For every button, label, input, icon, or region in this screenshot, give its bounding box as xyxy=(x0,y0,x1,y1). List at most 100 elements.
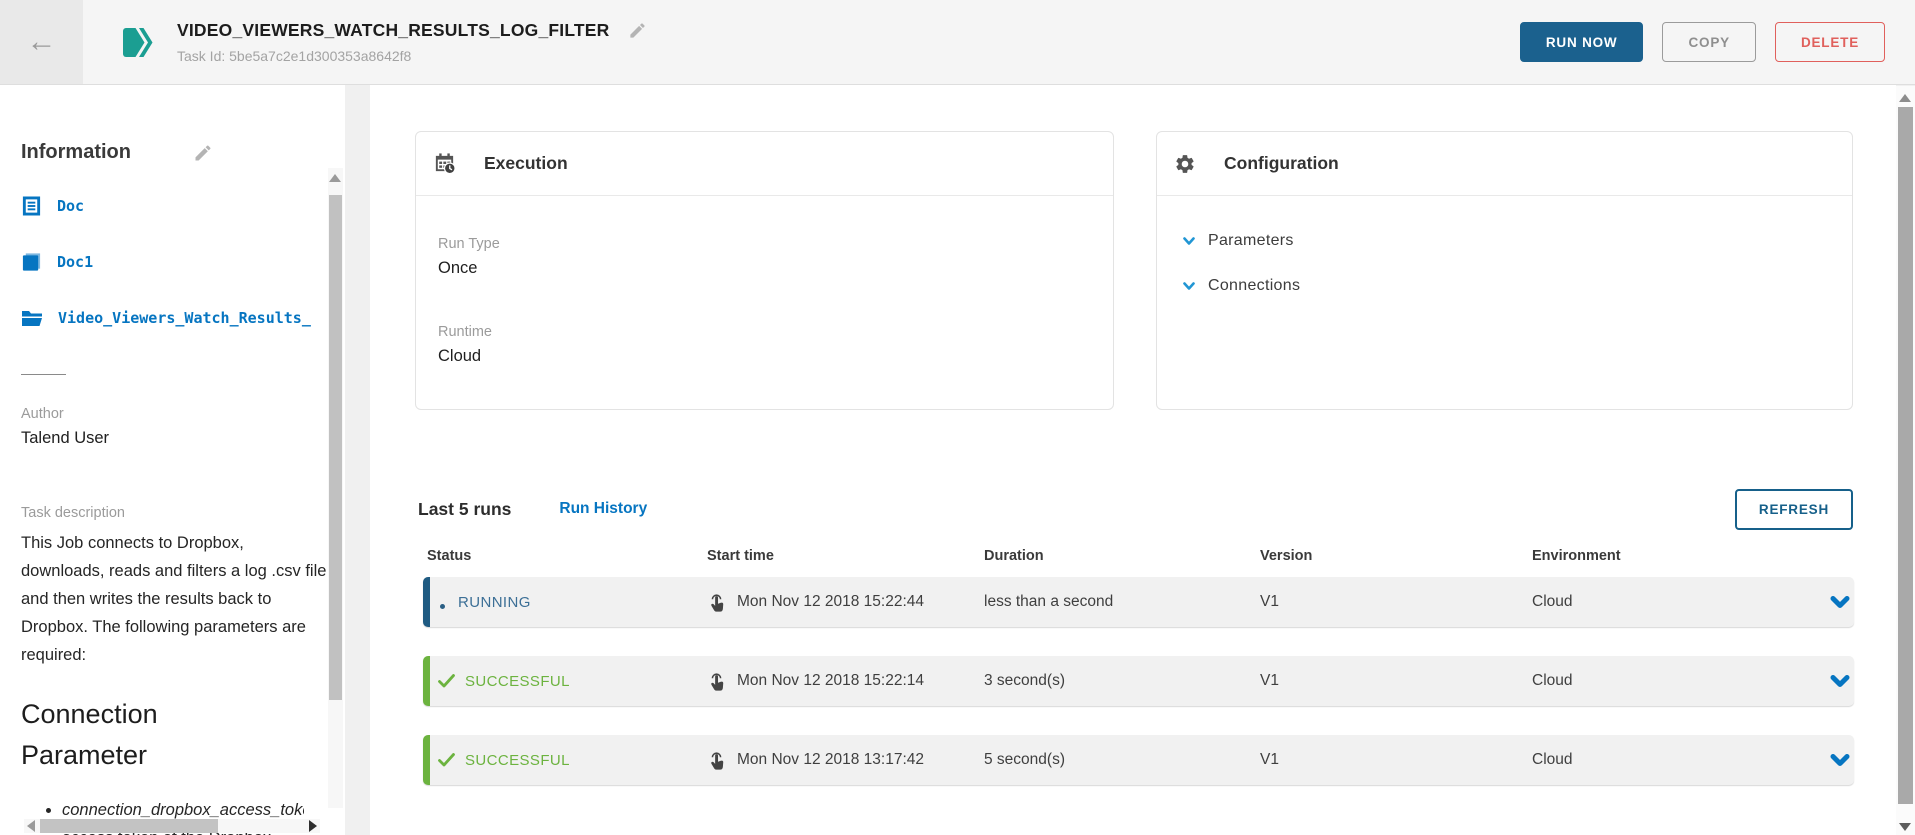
run-version: V1 xyxy=(1260,751,1279,768)
chevron-down-icon xyxy=(1830,753,1850,766)
tap-hand-icon xyxy=(711,751,724,770)
running-spinner-icon xyxy=(440,603,445,609)
scroll-right-arrow-icon[interactable] xyxy=(309,820,317,832)
delete-button[interactable]: DELETE xyxy=(1774,22,1885,62)
runtime-value: Cloud xyxy=(438,347,482,365)
connections-expander-label: Connections xyxy=(1208,277,1301,294)
runs-table-header: Status Start time Duration Version Envir… xyxy=(423,548,1854,564)
page-header: ← VIDEO_VIEWERS_WATCH_RESULTS_LOG_FILTER… xyxy=(0,0,1915,85)
last-runs-title: Last 5 runs xyxy=(418,498,512,519)
run-duration: less than a second xyxy=(984,593,1114,610)
run-version: V1 xyxy=(1260,672,1279,689)
parameters-expander-label: Parameters xyxy=(1208,232,1294,249)
task-description-text: This Job connects to Dropbox, downloads,… xyxy=(21,534,327,664)
column-header-version: Version xyxy=(1260,548,1313,564)
check-icon xyxy=(438,674,455,688)
column-header-environment: Environment xyxy=(1532,548,1621,564)
sidebar-item-label: Doc1 xyxy=(57,252,94,271)
page-title: VIDEO_VIEWERS_WATCH_RESULTS_LOG_FILTER xyxy=(177,20,610,40)
run-now-button[interactable]: RUN NOW xyxy=(1519,22,1644,62)
task-type-icon xyxy=(122,27,153,58)
sidebar-item-doc1[interactable]: Doc1 xyxy=(21,250,324,273)
sidebar-item-video-viewers-folder[interactable]: Video_Viewers_Watch_Results_ xyxy=(21,306,324,329)
column-header-status: Status xyxy=(427,548,472,564)
run-status-cell: SUCCESSFUL xyxy=(430,673,703,690)
sidebar-vertical-scrollbar-thumb[interactable] xyxy=(329,195,342,700)
run-start-cell: Mon Nov 12 2018 15:22:44 xyxy=(703,592,980,613)
scroll-up-arrow-icon[interactable] xyxy=(1899,94,1911,102)
run-start-cell: Mon Nov 12 2018 15:22:14 xyxy=(703,671,980,692)
expand-run-button[interactable] xyxy=(1830,595,1854,609)
gear-icon xyxy=(1176,154,1194,173)
scroll-down-arrow-icon[interactable] xyxy=(1899,823,1911,831)
run-type-value: Once xyxy=(438,259,478,277)
schedule-icon xyxy=(435,153,456,175)
scroll-left-arrow-icon[interactable] xyxy=(27,820,35,832)
sidebar-horizontal-scrollbar[interactable] xyxy=(24,819,320,833)
copy-button[interactable]: COPY xyxy=(1662,22,1756,62)
run-status-cell: SUCCESSFUL xyxy=(430,752,703,769)
configuration-card: Configuration Parameters Connections xyxy=(1156,131,1853,410)
run-row: SUCCESSFUL Mon Nov 12 2018 15:22:14 3 se… xyxy=(423,656,1854,706)
column-header-start-time: Start time xyxy=(707,548,774,564)
sidebar-item-label: Doc xyxy=(57,196,85,215)
sidebar-item-label: Video_Viewers_Watch_Results_ xyxy=(58,308,311,327)
configuration-card-title: Configuration xyxy=(1224,153,1339,173)
information-sidebar: Information Doc Doc1 xyxy=(0,85,345,835)
parameters-expander[interactable]: Parameters xyxy=(1157,232,1852,250)
task-description-label: Task description xyxy=(21,505,125,521)
sidebar-horizontal-scrollbar-thumb[interactable] xyxy=(40,819,218,833)
run-history-link[interactable]: Run History xyxy=(559,500,648,517)
check-icon xyxy=(438,753,455,767)
run-status-cell: RUNNING xyxy=(430,594,703,611)
main-content: Execution Run Type Once Runtime Cloud Co… xyxy=(370,85,1896,835)
run-start-time: Mon Nov 12 2018 15:22:44 xyxy=(737,593,924,610)
author-label: Author xyxy=(21,406,64,422)
column-header-duration: Duration xyxy=(984,548,1044,564)
sidebar-divider xyxy=(21,374,66,375)
author-value: Talend User xyxy=(21,429,110,447)
expand-run-button[interactable] xyxy=(1830,753,1854,767)
run-start-time: Mon Nov 12 2018 15:22:14 xyxy=(737,672,924,689)
page-vertical-scrollbar-thumb[interactable] xyxy=(1898,107,1913,804)
chevron-down-icon xyxy=(1183,281,1195,290)
task-id: Task Id: 5be5a7c2e1d300353a8642f8 xyxy=(177,48,412,64)
sidebar-item-doc[interactable]: Doc xyxy=(21,194,324,217)
tap-hand-icon xyxy=(711,672,724,691)
execution-card: Execution Run Type Once Runtime Cloud xyxy=(415,131,1114,410)
run-environment: Cloud xyxy=(1532,672,1573,689)
parameter-name: connection_dropbox_access_token xyxy=(62,801,304,819)
document-icon xyxy=(22,195,41,216)
status-badge: SUCCESSFUL xyxy=(465,672,570,690)
runtime-label: Runtime xyxy=(438,324,492,340)
status-badge: SUCCESSFUL xyxy=(465,751,570,769)
back-button[interactable]: ← xyxy=(0,0,83,84)
runs-table: Status Start time Duration Version Envir… xyxy=(423,548,1854,814)
page-vertical-scrollbar[interactable] xyxy=(1896,86,1915,835)
information-heading: Information xyxy=(21,141,131,163)
chevron-down-icon xyxy=(1830,674,1850,687)
run-start-cell: Mon Nov 12 2018 13:17:42 xyxy=(703,750,980,771)
run-environment: Cloud xyxy=(1532,751,1573,768)
run-duration: 5 second(s) xyxy=(984,751,1065,768)
status-badge: RUNNING xyxy=(458,593,531,611)
refresh-button[interactable]: REFRESH xyxy=(1734,488,1853,530)
run-start-time: Mon Nov 12 2018 13:17:42 xyxy=(737,751,924,768)
run-duration: 3 second(s) xyxy=(984,672,1065,689)
scroll-up-arrow-icon[interactable] xyxy=(329,174,341,182)
edit-information-icon[interactable] xyxy=(193,143,213,163)
folder-icon xyxy=(22,310,42,326)
sidebar-vertical-scrollbar[interactable] xyxy=(328,168,343,808)
connections-expander[interactable]: Connections xyxy=(1157,277,1852,295)
run-version: V1 xyxy=(1260,593,1279,610)
run-type-label: Run Type xyxy=(438,236,500,252)
execution-card-title: Execution xyxy=(484,153,568,173)
expand-run-button[interactable] xyxy=(1830,674,1854,688)
chevron-down-icon xyxy=(1183,236,1195,245)
run-row: SUCCESSFUL Mon Nov 12 2018 13:17:42 5 se… xyxy=(423,735,1854,785)
tap-hand-icon xyxy=(711,593,724,612)
connection-parameter-heading: Connection Parameter xyxy=(21,699,158,770)
edit-title-icon[interactable] xyxy=(628,21,647,40)
run-row: RUNNING Mon Nov 12 2018 15:22:44 less th… xyxy=(423,577,1854,627)
run-environment: Cloud xyxy=(1532,593,1573,610)
